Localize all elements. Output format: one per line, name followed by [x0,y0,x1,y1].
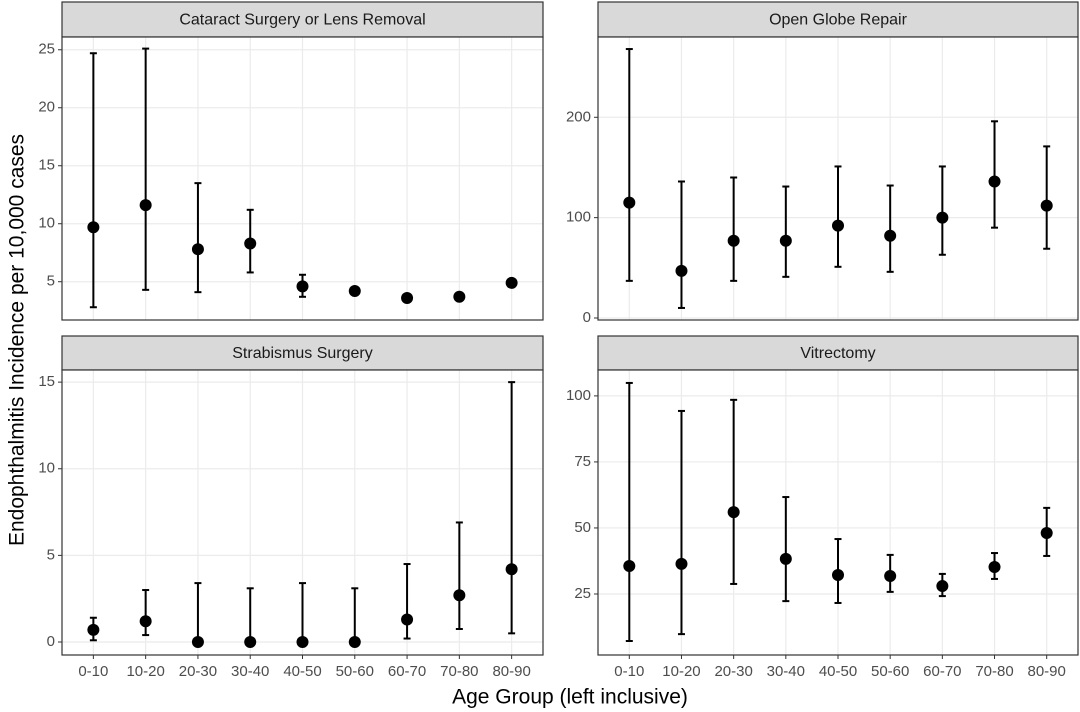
x-tick-label: 10-20 [126,663,164,680]
point [87,623,100,636]
point [1040,526,1053,539]
panel-border [597,36,1079,321]
y-axis-label: Endophthalmitis Incidence per 10,000 cas… [6,134,29,546]
y-tick-label: 200 [566,108,591,125]
point [1040,199,1053,212]
x-tick-label: 60-70 [923,663,961,680]
x-tick-label: 20-30 [714,663,752,680]
point [505,563,518,576]
y-tick-label: 10 [38,215,55,232]
point [988,561,1001,574]
panel-title: Open Globe Repair [769,12,908,29]
point [884,229,897,242]
x-tick-label: 10-20 [662,663,700,680]
panel-title: Cataract Surgery or Lens Removal [179,12,425,29]
x-tick-label: 0-10 [78,663,108,680]
y-tick-label: 0 [583,309,591,326]
point [401,613,414,626]
y-tick-label: 20 [38,99,55,116]
x-axis-label: Age Group (left inclusive) [452,686,688,709]
y-tick-label: 75 [574,453,591,470]
x-tick-label: 40-50 [283,663,321,680]
y-tick-label: 0 [47,633,55,650]
point [191,243,204,256]
point [139,615,152,628]
point [675,264,688,277]
point [139,199,152,212]
point [244,636,257,649]
x-tick-label: 80-90 [1028,663,1066,680]
y-tick-label: 15 [38,157,55,174]
point [348,285,361,298]
x-tick-label: 30-40 [767,663,805,680]
x-tick-label: 50-60 [871,663,909,680]
strip [597,1,1079,38]
y-tick-label: 100 [566,209,591,226]
panel-title: Vitrectomy [800,345,875,362]
point [623,559,636,572]
x-tick-label: 0-10 [614,663,644,680]
panel-border [61,369,544,656]
point [401,291,414,304]
point [936,211,949,224]
point [623,196,636,209]
point [727,234,740,247]
point [675,557,688,570]
y-tick-label: 5 [47,273,55,290]
y-tick-label: 25 [38,41,55,58]
x-tick-label: 70-80 [440,663,478,680]
panel-title: Strabismus Surgery [232,345,373,362]
point [505,276,518,289]
point [832,568,844,581]
y-tick-label: 5 [47,546,55,563]
strip [597,335,1079,371]
x-tick-label: 20-30 [179,663,217,680]
point [727,506,740,519]
point [453,290,466,303]
point [832,219,844,232]
point [779,234,792,247]
point [87,221,100,234]
x-tick-label: 80-90 [492,663,530,680]
y-tick-label: 50 [574,519,591,536]
x-tick-label: 40-50 [819,663,857,680]
panel-border [597,369,1079,656]
point [191,636,204,649]
y-tick-label: 15 [38,373,55,390]
point [884,570,897,583]
y-tick-label: 100 [566,387,591,404]
panel-border [61,36,544,321]
point [296,280,309,293]
point [453,589,466,602]
y-tick-label: 10 [38,460,55,477]
point [779,552,792,565]
point [296,636,309,649]
x-tick-label: 70-80 [975,663,1013,680]
x-tick-label: 30-40 [231,663,269,680]
x-tick-label: 60-70 [388,663,426,680]
point [244,237,257,250]
strip [61,1,544,38]
point [348,636,361,649]
point [988,175,1001,188]
point [936,580,949,593]
x-tick-label: 50-60 [336,663,374,680]
y-tick-label: 25 [574,585,591,602]
